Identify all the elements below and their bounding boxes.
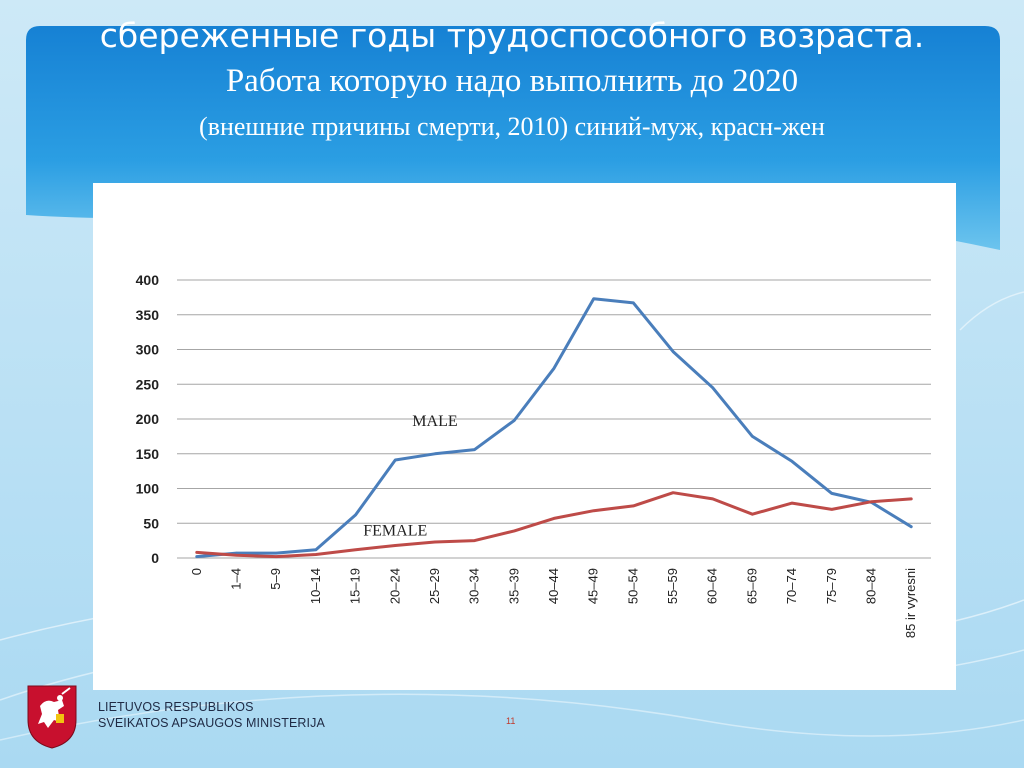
data-point [235,554,238,557]
data-point [790,460,794,463]
x-tick-label: 50–54 [625,568,640,604]
series-line-female [195,491,913,559]
slide-title-line1: сбереженные годы трудоспособного возраст… [99,16,925,55]
x-tick-label: 45–49 [586,568,601,604]
data-point [751,435,754,438]
data-point [552,517,556,520]
x-tick-label: 60–64 [705,568,720,604]
page-number: 11 [506,716,516,726]
y-tick-label: 50 [143,515,159,531]
data-point [751,513,754,516]
data-point [830,492,833,495]
x-tick-label: 5–9 [268,568,283,590]
x-tick-label: 25–29 [427,568,442,604]
data-point [513,419,516,422]
line-chart: 0 50 100 150 200 250 300 350 400 0 1–4 5–9 10–14 15–1… [136,272,931,638]
data-point [394,544,397,547]
data-point [275,555,278,558]
data-point [473,539,476,542]
y-tick-label: 400 [136,272,160,288]
data-point [314,548,318,551]
data-point [275,551,278,555]
x-tick-label: 20–24 [387,568,402,604]
x-tick-label: 85 ir vyresni [903,568,918,638]
slide-title-line2: Работа которую надо выполнить до 2020 [225,63,799,99]
x-tick-label: 10–14 [308,568,323,604]
chart-panel: 0 50 100 150 200 250 300 350 400 0 1–4 5–9 10–14 15–1… [93,183,956,690]
data-point [314,553,318,556]
y-tick-label: 0 [151,550,159,566]
x-tick-label: 80–84 [863,568,878,604]
y-tick-label: 250 [136,376,160,392]
data-point [870,500,873,503]
x-tick-label: 0 [189,568,204,575]
slide-subtitle: (внешние причины смерти, 2010) синий-муж… [199,112,825,141]
ministry-name-line1: LIETUVOS RESPUBLIKOS [98,700,254,714]
x-tick-label: 55–59 [665,568,680,604]
coat-of-arms-icon [27,685,77,749]
data-point [632,504,635,508]
data-point [830,508,833,511]
y-tick-label: 300 [136,342,160,358]
y-tick-label: 150 [136,446,160,462]
series-label: FEMALE [363,522,427,539]
x-tick-label: 35–39 [506,568,521,604]
data-point [711,386,714,389]
data-point [354,548,357,551]
data-point [671,491,675,494]
y-tick-label: 350 [136,307,160,323]
data-point [473,448,476,451]
data-point [433,540,437,544]
x-tick-label: 1–4 [229,568,244,590]
data-point [909,525,913,528]
data-point [592,297,595,300]
data-point [394,458,397,462]
x-tick-label: 65–69 [744,568,759,604]
data-point [711,497,714,501]
data-point [909,497,913,501]
data-point [354,513,357,517]
data-point [632,301,635,305]
data-point [433,452,437,455]
data-point [513,529,516,533]
x-tick-label: 75–79 [824,568,839,604]
x-tick-label: 15–19 [348,568,363,604]
data-point [790,501,794,505]
data-point [195,555,199,558]
y-tick-label: 100 [136,481,160,497]
series-label: MALE [412,413,457,430]
data-point [552,367,556,370]
data-point [671,350,675,353]
ministry-name-line2: SVEIKATOS APSAUGOS MINISTERIJA [98,716,325,730]
y-tick-label: 200 [136,411,160,427]
x-tick-label: 40–44 [546,568,561,604]
data-point [592,509,595,512]
data-point [195,551,199,554]
x-tick-label: 70–74 [784,568,799,604]
x-tick-label: 30–34 [467,568,482,604]
